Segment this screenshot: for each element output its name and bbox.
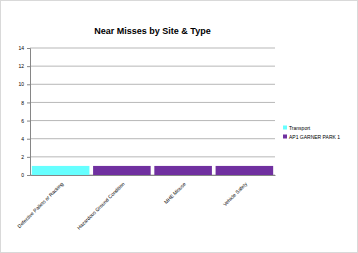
bar [32,166,90,175]
y-tick: 12 [18,63,30,69]
y-tick-mark [27,48,30,49]
y-tick-label: 4 [21,136,24,142]
x-tick: MHE Misuse [163,175,187,205]
x-tick: Vehicle Safety [222,175,249,207]
bar [154,166,212,175]
y-tick-label: 10 [18,81,24,87]
y-tick-label: 12 [18,63,24,69]
y-tick: 10 [18,81,30,87]
chart: Near Misses by Site & Type 0 2 4 6 8 10 12 14 Def… [0,0,358,253]
y-axis: 0 2 4 6 8 10 12 14 [18,45,30,178]
legend-swatch [283,135,287,139]
bars [32,166,273,175]
chart-border [1,1,358,253]
y-tick-mark [27,102,30,103]
y-tick: 8 [21,100,30,106]
y-tick-mark [27,175,30,176]
y-tick: 2 [21,154,30,160]
y-tick-mark [27,66,30,67]
y-tick-mark [27,157,30,158]
x-tick-label: MHE Misuse [163,180,187,204]
y-tick: 4 [21,136,30,142]
grid-line [30,48,275,49]
y-tick-mark [27,121,30,122]
legend-item: AP1 GARNER PARK 1 [283,134,340,140]
grid-line [30,84,275,85]
legend-item: Transport [283,125,311,131]
title: Near Misses by Site & Type [94,26,210,36]
grid-line [30,102,275,103]
y-tick-label: 2 [21,154,24,160]
legend-label: AP1 GARNER PARK 1 [289,134,340,140]
y-tick-label: 0 [21,172,24,178]
y-tick-label: 8 [21,100,24,106]
legend-label: Transport [289,125,311,131]
x-axis: Defective Pallets or RackingHazardous Gr… [16,175,275,231]
x-tick: Hazardous Ground Condition [76,175,126,231]
y-tick-mark [27,84,30,85]
grid [30,48,275,175]
y-tick-label: 14 [18,45,24,51]
y-tick: 0 [21,172,30,178]
y-tick-mark [27,139,30,140]
y-axis-line [27,49,31,176]
x-tick-label: Hazardous Ground Condition [76,180,126,230]
x-tick-label: Vehicle Safety [222,180,249,207]
x-tick: Defective Pallets or Racking [16,175,65,229]
bar [32,165,90,166]
grid-line [30,138,275,139]
y-tick: 6 [21,118,30,124]
plot: 0 2 4 6 8 10 12 14 Defective Pallets or RackingH… [16,45,275,231]
bar [93,166,151,175]
x-tick-label: Defective Pallets or Racking [16,180,65,229]
grid-line [30,156,275,157]
y-tick-label: 6 [21,118,24,124]
grid-line [30,120,275,121]
legend-swatch [283,126,287,130]
y-tick: 14 [18,45,30,51]
x-axis-line [31,175,276,176]
grid-line [30,66,275,67]
bar [216,166,274,175]
legend: Transport AP1 GARNER PARK 1 [283,125,340,140]
